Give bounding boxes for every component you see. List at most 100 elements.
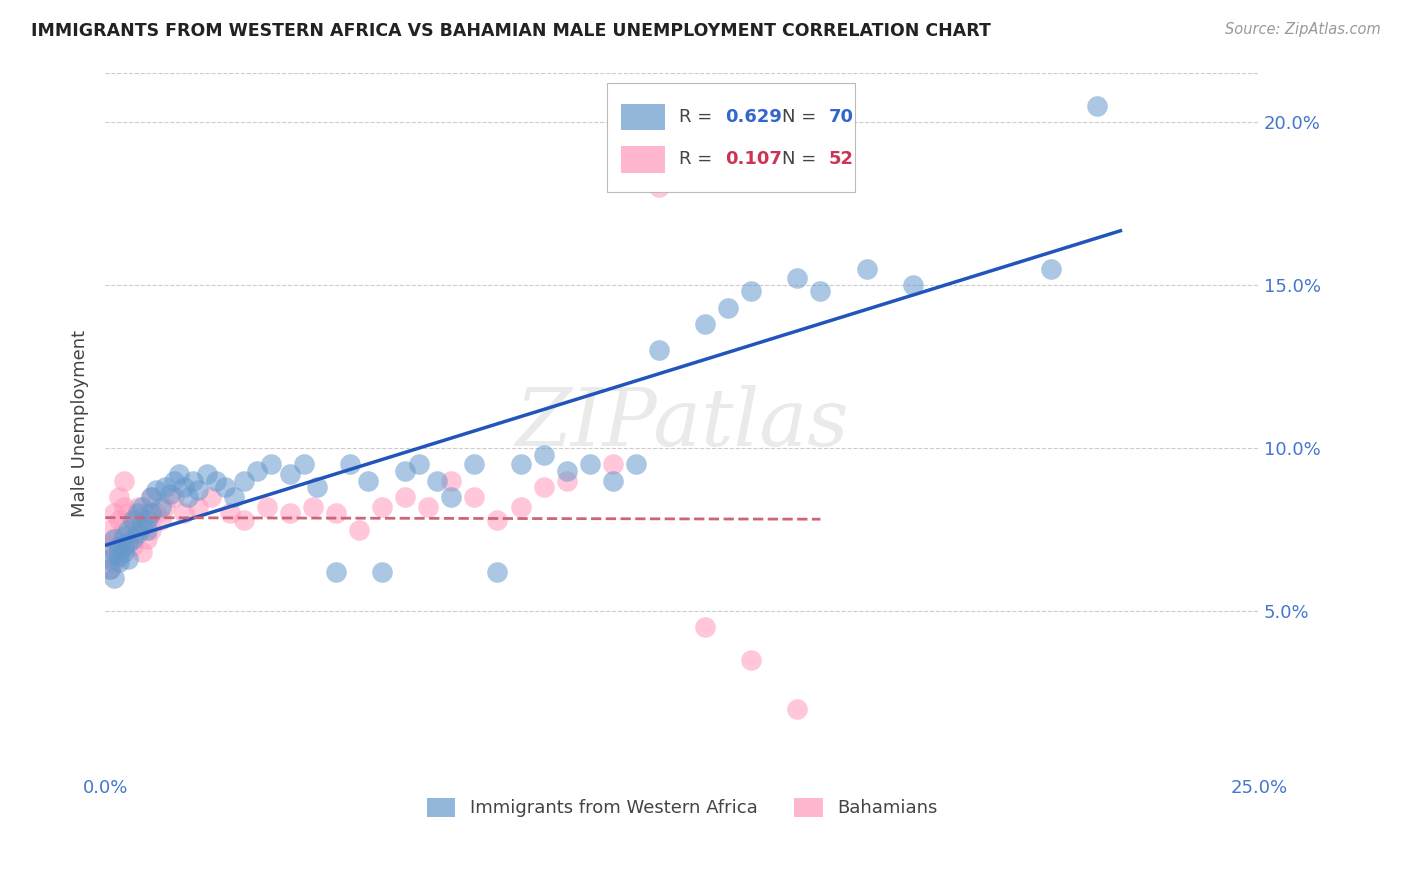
Point: [246, 464, 269, 478]
Point: [256, 500, 278, 514]
Point: [103, 533, 125, 547]
Point: [214, 480, 236, 494]
Point: [555, 464, 578, 478]
Text: N =: N =: [782, 150, 823, 169]
Point: [159, 486, 181, 500]
Point: [103, 545, 125, 559]
Point: [195, 467, 218, 482]
Point: [177, 490, 200, 504]
Point: [509, 500, 531, 514]
Point: [127, 506, 149, 520]
Point: [117, 506, 139, 520]
Point: [260, 458, 283, 472]
Point: [486, 513, 509, 527]
Point: [648, 343, 671, 358]
Point: [117, 552, 139, 566]
Point: [135, 513, 157, 527]
Point: [108, 549, 131, 563]
Point: [347, 523, 370, 537]
Point: [186, 483, 208, 498]
Text: N =: N =: [782, 108, 823, 126]
Point: [112, 545, 135, 559]
Point: [98, 539, 121, 553]
Point: [463, 458, 485, 472]
Point: [112, 539, 135, 553]
Point: [153, 480, 176, 494]
Text: 70: 70: [828, 108, 853, 126]
Point: [278, 467, 301, 482]
Point: [145, 506, 167, 520]
Point: [163, 474, 186, 488]
Point: [131, 513, 153, 527]
Bar: [621, 103, 665, 130]
Point: [533, 448, 555, 462]
Point: [103, 533, 125, 547]
Point: [186, 500, 208, 514]
Point: [108, 555, 131, 569]
Point: [149, 500, 172, 514]
Point: [98, 523, 121, 537]
Point: [131, 500, 153, 514]
Point: [173, 480, 195, 494]
Point: [325, 506, 347, 520]
Point: [112, 529, 135, 543]
Point: [205, 474, 228, 488]
Point: [135, 523, 157, 537]
Point: [141, 506, 163, 520]
Point: [740, 285, 762, 299]
Point: [122, 513, 145, 527]
Point: [112, 500, 135, 514]
Text: ZIPatlas: ZIPatlas: [515, 384, 849, 462]
Point: [509, 458, 531, 472]
Point: [135, 506, 157, 520]
Text: 0.107: 0.107: [724, 150, 782, 169]
Point: [426, 474, 449, 488]
Point: [555, 474, 578, 488]
Point: [232, 513, 254, 527]
Point: [141, 490, 163, 504]
Text: IMMIGRANTS FROM WESTERN AFRICA VS BAHAMIAN MALE UNEMPLOYMENT CORRELATION CHART: IMMIGRANTS FROM WESTERN AFRICA VS BAHAMI…: [31, 22, 991, 40]
Text: 0.629: 0.629: [724, 108, 782, 126]
Point: [394, 464, 416, 478]
Point: [232, 474, 254, 488]
Point: [394, 490, 416, 504]
Point: [122, 513, 145, 527]
Point: [122, 539, 145, 553]
Point: [1040, 261, 1063, 276]
Point: [602, 474, 624, 488]
Legend: Immigrants from Western Africa, Bahamians: Immigrants from Western Africa, Bahamian…: [419, 791, 945, 825]
Point: [693, 317, 716, 331]
Point: [173, 506, 195, 520]
Point: [440, 474, 463, 488]
Point: [127, 500, 149, 514]
Point: [103, 506, 125, 520]
Point: [98, 562, 121, 576]
Point: [1085, 98, 1108, 112]
Point: [141, 490, 163, 504]
Point: [108, 513, 131, 527]
Point: [292, 458, 315, 472]
Point: [224, 490, 246, 504]
Point: [103, 571, 125, 585]
Point: [357, 474, 380, 488]
Point: [135, 533, 157, 547]
Point: [108, 545, 131, 559]
Point: [117, 523, 139, 537]
FancyBboxPatch shape: [607, 84, 855, 192]
Point: [167, 467, 190, 482]
Point: [717, 301, 740, 315]
Point: [103, 555, 125, 569]
Point: [648, 180, 671, 194]
Point: [371, 500, 394, 514]
Point: [740, 653, 762, 667]
Point: [302, 500, 325, 514]
Point: [127, 523, 149, 537]
Point: [578, 458, 600, 472]
Point: [112, 474, 135, 488]
Point: [98, 562, 121, 576]
Text: R =: R =: [679, 150, 717, 169]
Point: [149, 513, 172, 527]
Point: [408, 458, 430, 472]
Point: [486, 565, 509, 579]
Point: [325, 565, 347, 579]
